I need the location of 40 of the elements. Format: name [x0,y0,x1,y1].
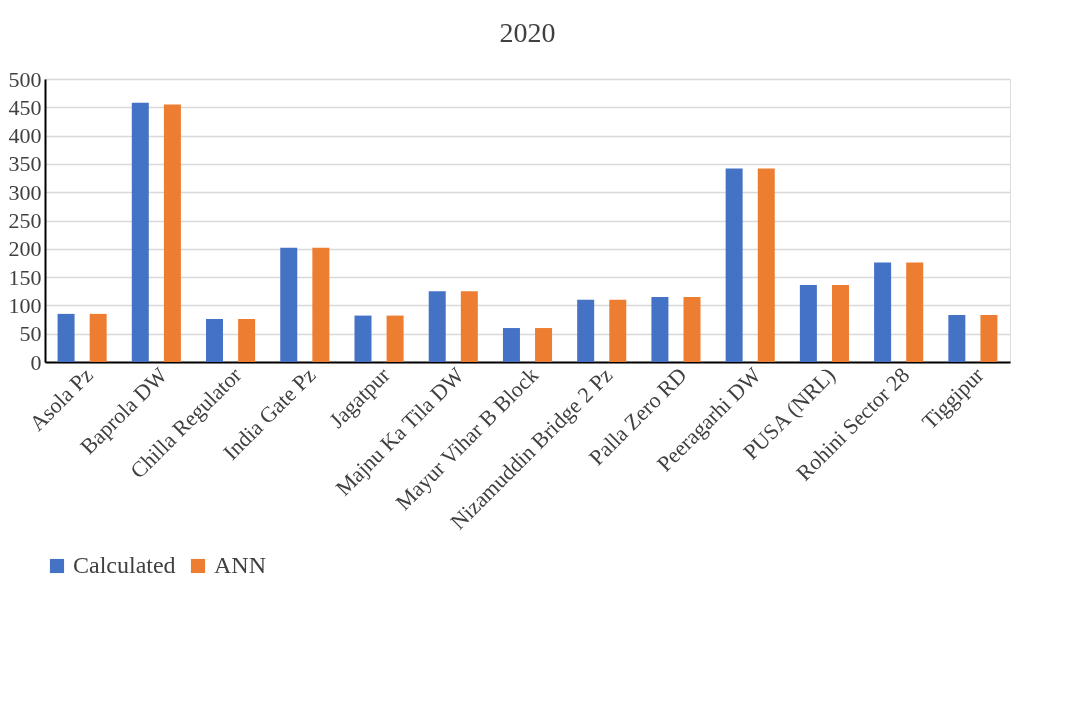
bar [460,291,478,362]
bar [280,247,298,362]
bar [312,247,330,362]
bar [577,299,595,362]
y-tick-label: 400 [8,123,42,149]
chart-title: 2020 [499,17,556,48]
bar [948,315,966,362]
legend-label: Calculated [73,552,176,578]
y-tick-label: 150 [8,264,42,290]
bar [502,328,520,362]
y-tick-label: 250 [8,208,42,233]
bar [206,318,224,362]
y-tick-label: 0 [30,349,42,375]
bar [57,313,75,362]
bar [799,285,817,362]
bar [683,296,701,362]
y-tick-label: 350 [8,151,42,177]
bar [238,318,256,362]
bar [757,168,775,362]
bar [535,328,553,362]
bar [354,315,372,362]
bar [163,104,181,362]
y-tick-label: 200 [8,236,42,262]
bar [89,313,107,362]
y-tick-label: 300 [8,179,42,205]
bar [831,285,849,362]
bar [725,168,743,362]
y-tick-label: 100 [8,292,42,318]
y-tick-label: 450 [8,94,42,120]
bar [609,299,627,362]
y-tick-label: 50 [19,321,42,347]
bar [131,102,149,362]
legend-label: ANN [214,552,266,578]
bar [428,291,446,362]
bar [874,262,892,362]
bar [651,296,669,362]
bar [386,315,404,362]
y-tick-label: 500 [8,66,42,92]
bar [906,262,924,362]
bar [980,315,998,362]
